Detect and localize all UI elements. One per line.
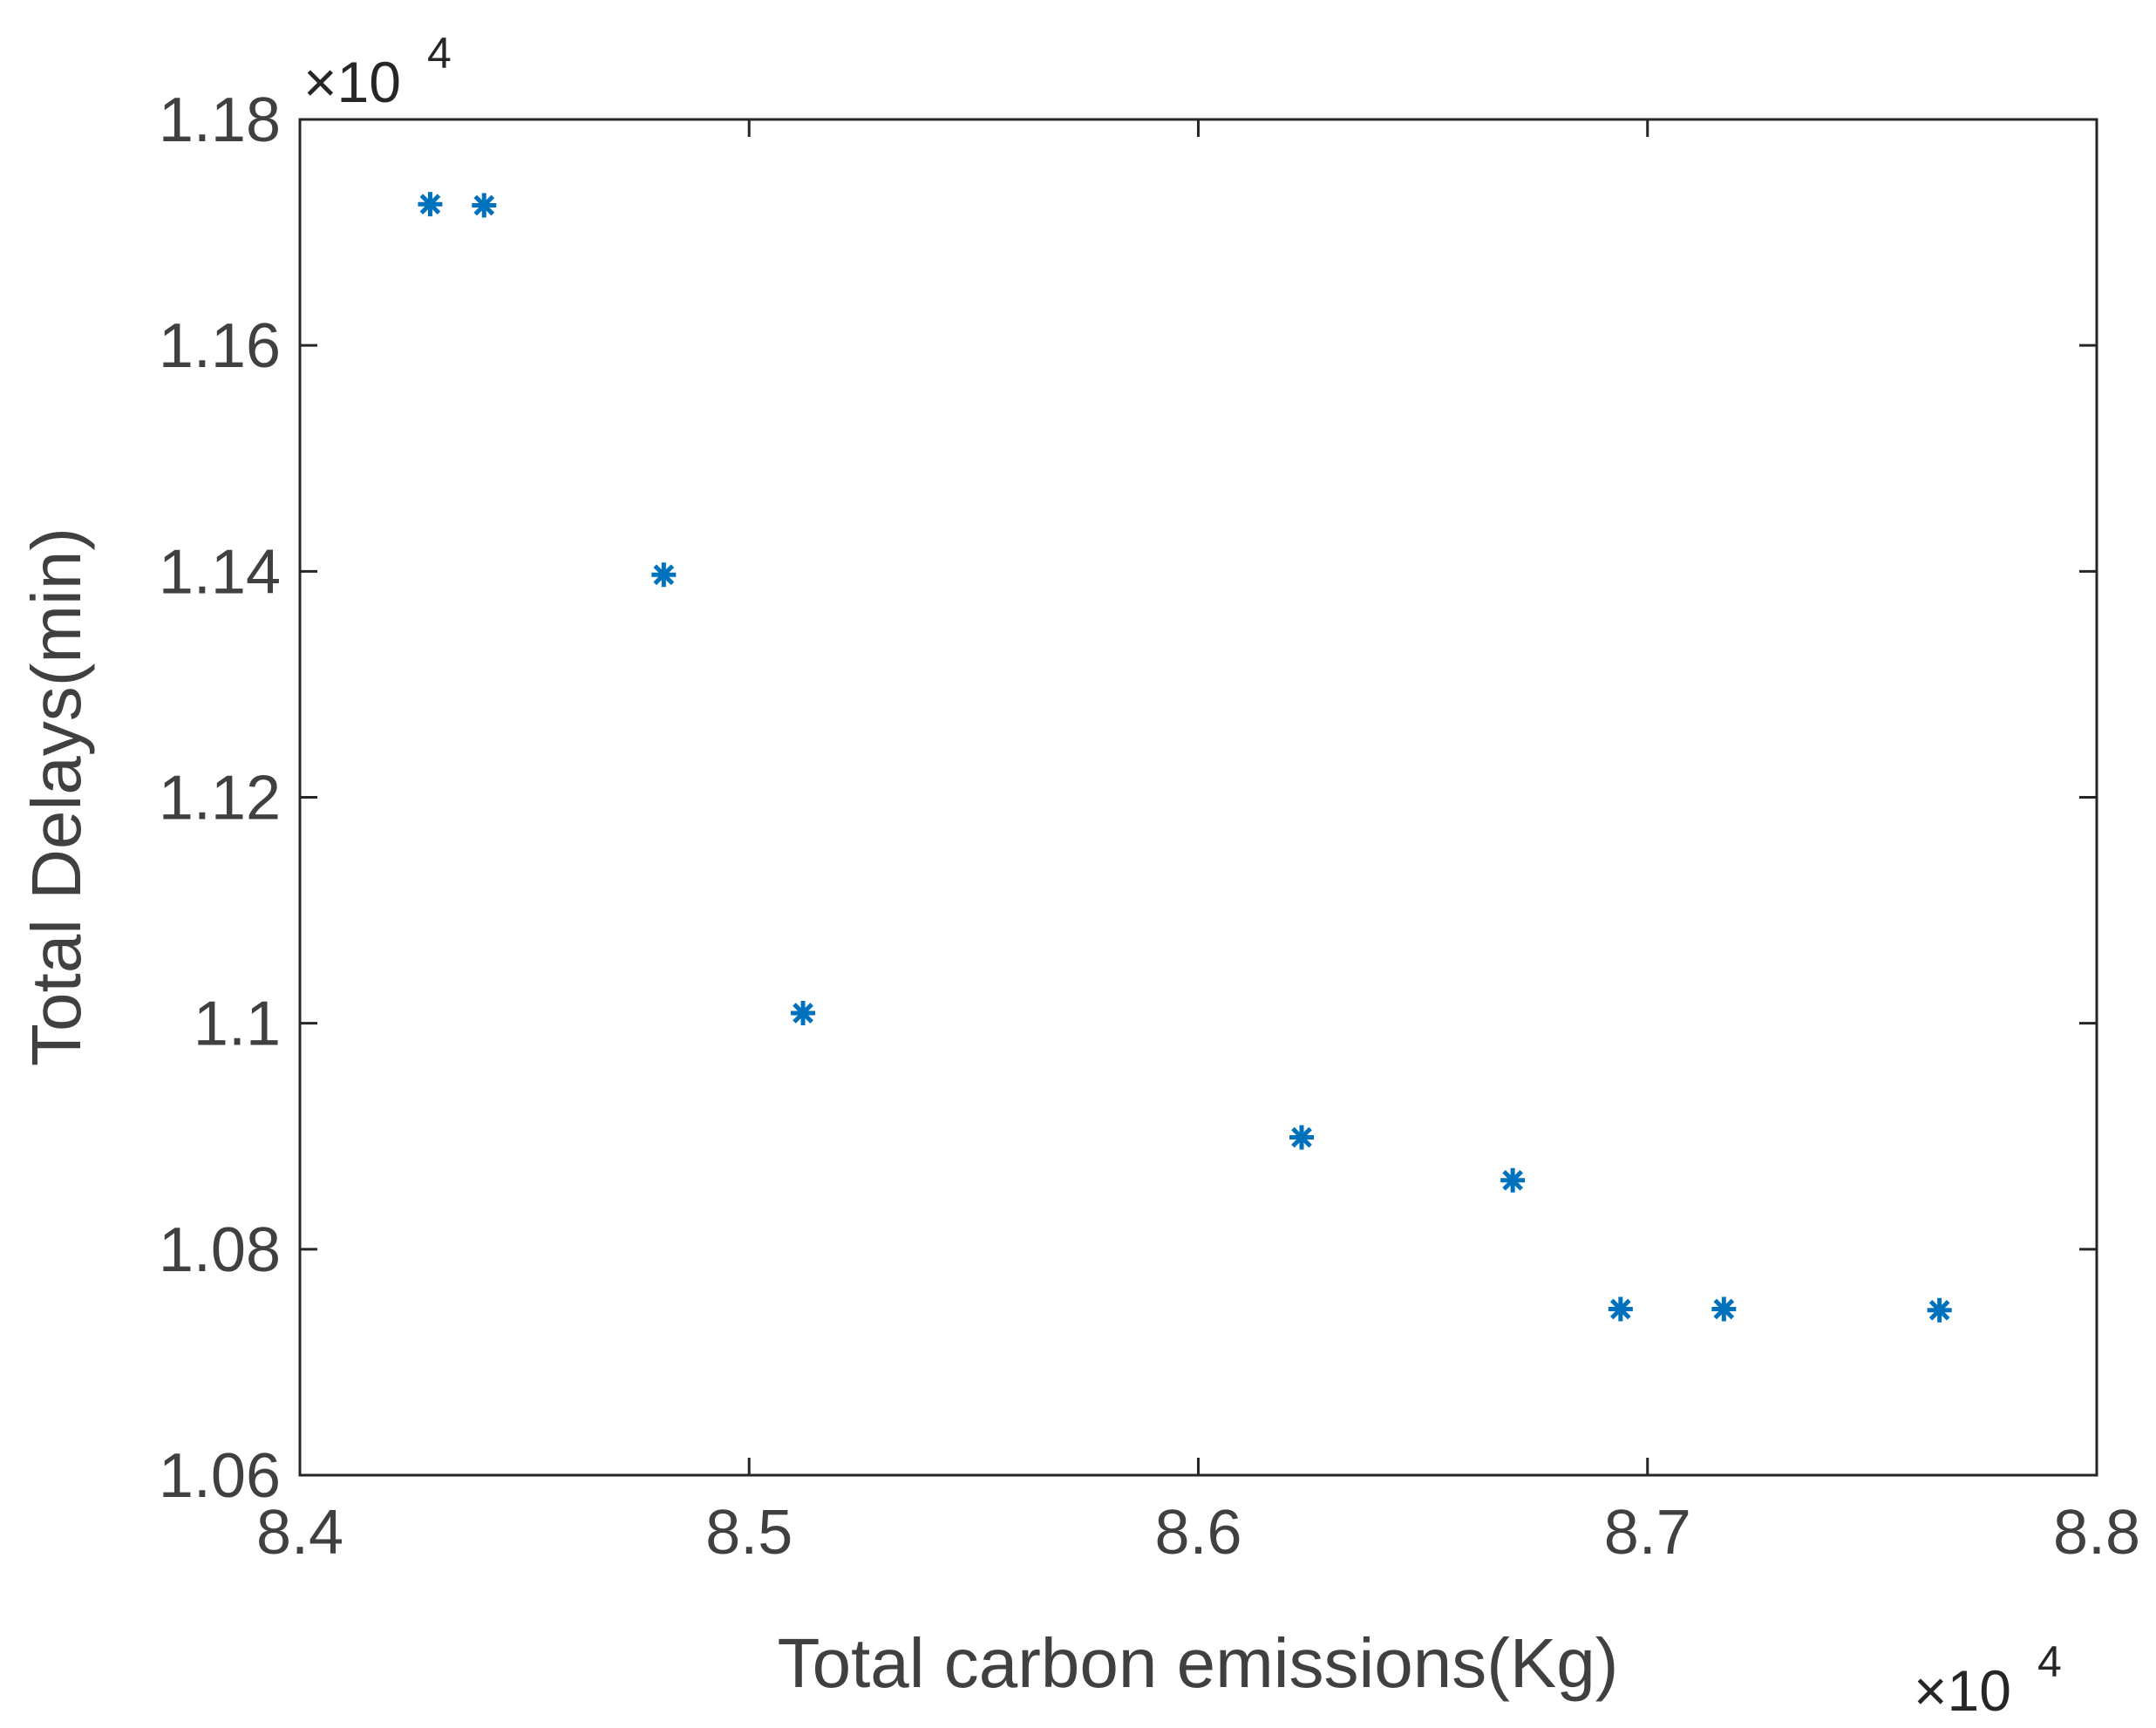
x-tick-label: 8.8	[2053, 1498, 2140, 1568]
x-tick-label: 8.6	[1154, 1498, 1241, 1568]
x-multiplier-power: 4	[2037, 1637, 2062, 1686]
tick-marks	[298, 118, 2098, 1477]
data-point	[418, 192, 443, 217]
x-axis-title: Total carbon emissions(Kg)	[778, 1624, 1619, 1702]
plot-area	[298, 118, 2098, 1477]
data-point	[1711, 1296, 1737, 1322]
x-tick-label: 8.4	[256, 1498, 343, 1568]
data-points	[418, 192, 1952, 1323]
y-multiplier-base: ×10	[303, 50, 401, 114]
x-tick-labels: 8.4 8.5 8.6 8.7 8.8	[256, 1498, 2140, 1568]
y-axis-multiplier: ×10 4	[303, 29, 452, 114]
data-point	[1927, 1297, 1952, 1323]
x-axis-multiplier: ×10 4	[1914, 1637, 2062, 1723]
y-tick-label: 1.16	[159, 311, 281, 381]
y-tick-label: 1.08	[159, 1215, 281, 1285]
data-point	[472, 193, 497, 218]
y-tick-label: 1.12	[159, 764, 281, 833]
y-axis-title: Total Delays(min)	[17, 527, 95, 1066]
data-point	[1289, 1125, 1315, 1150]
data-point	[1608, 1296, 1633, 1322]
y-tick-label: 1.18	[159, 85, 281, 155]
y-tick-labels: 1.06 1.08 1.1 1.12 1.14 1.16 1.18	[159, 85, 281, 1511]
x-multiplier-base: ×10	[1914, 1658, 2011, 1723]
data-point	[651, 562, 677, 588]
y-tick-label: 1.06	[159, 1441, 281, 1511]
data-point	[1500, 1167, 1526, 1193]
y-tick-label: 1.1	[194, 990, 281, 1059]
data-point	[791, 1001, 816, 1026]
y-multiplier-power: 4	[427, 29, 452, 78]
x-tick-label: 8.7	[1604, 1498, 1691, 1568]
y-tick-label: 1.14	[159, 537, 281, 607]
x-tick-label: 8.5	[705, 1498, 792, 1568]
